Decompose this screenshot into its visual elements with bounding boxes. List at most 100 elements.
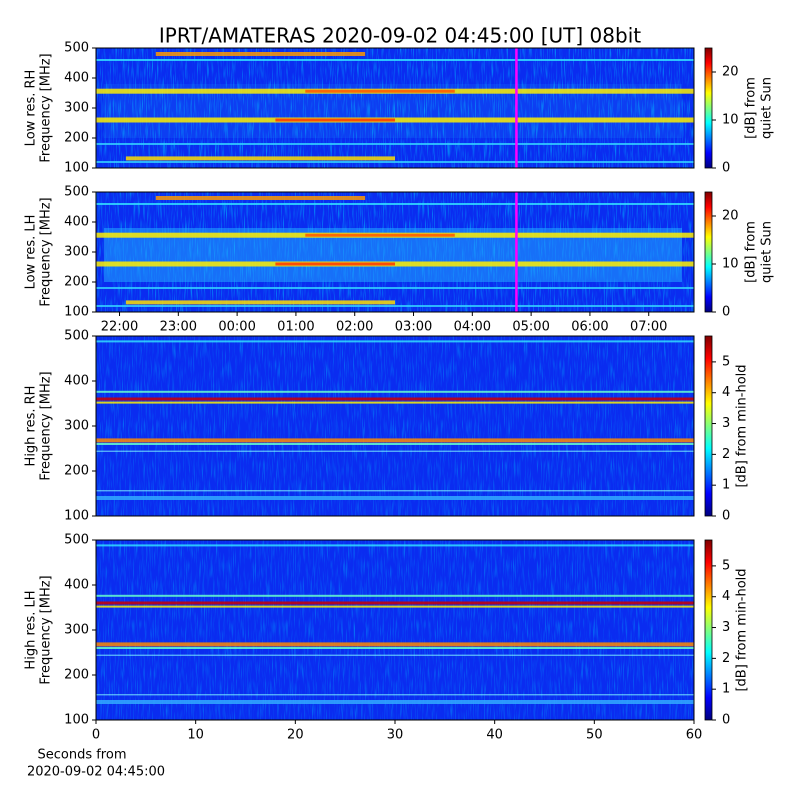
y-axis-label: Frequency [MHz] <box>39 371 54 480</box>
colorbar-tick-label: 3 <box>722 620 730 635</box>
heatmap-band <box>96 450 694 452</box>
y-axis-label: High res. RH <box>24 386 39 467</box>
y-tick-label: 100 <box>64 509 89 524</box>
colorbar-tick-label: 20 <box>722 209 739 224</box>
heatmap-band <box>96 401 694 404</box>
x-tick-label: 07:00 <box>630 320 667 335</box>
colorbar-tick-label: 1 <box>722 682 730 697</box>
y-tick-label: 400 <box>64 71 89 86</box>
heatmap-band <box>96 490 694 492</box>
colorbar-tick-label: 2 <box>722 651 730 666</box>
y-tick-label: 200 <box>64 275 89 290</box>
colorbar <box>704 539 713 721</box>
heatmap-band <box>96 694 694 696</box>
heatmap-band <box>96 642 694 647</box>
colorbar-tick-label: 10 <box>722 257 739 272</box>
heatmap-band <box>96 496 694 500</box>
colorbar <box>704 47 713 169</box>
x-tick-label: 23:00 <box>160 320 197 335</box>
colorbar-tick-label: 2 <box>722 447 730 462</box>
heatmap-band <box>96 438 694 443</box>
x-tick-label: 0 <box>92 728 100 743</box>
x-tick-label: 04:00 <box>454 320 491 335</box>
x-tick-label: 10 <box>187 728 204 743</box>
heatmap-texture <box>96 48 694 168</box>
y-axis-label: Frequency [MHz] <box>39 575 54 684</box>
colorbar-label: [dB] from min-hold <box>735 364 750 487</box>
x-tick-label: 02:00 <box>336 320 373 335</box>
heatmap-band <box>125 300 396 305</box>
y-tick-label: 400 <box>64 215 89 230</box>
heatmap-band <box>155 52 366 56</box>
heatmap-band <box>96 59 694 61</box>
x-tick-label: 30 <box>387 728 404 743</box>
y-tick-label: 400 <box>64 374 89 389</box>
y-tick-label: 500 <box>64 533 89 548</box>
colorbar-tick-label: 10 <box>722 113 739 128</box>
heatmap-band <box>96 605 694 608</box>
colorbar-tick-label: 3 <box>722 416 730 431</box>
heatmap-band <box>275 118 395 122</box>
heatmap-band <box>96 143 694 145</box>
heatmap-band <box>305 233 455 237</box>
colorbar-label: quiet Sun <box>760 77 775 139</box>
x-tick-label: 50 <box>586 728 603 743</box>
y-tick-label: 400 <box>64 578 89 593</box>
colorbar <box>704 335 713 517</box>
y-axis-label: Low res. RH <box>24 70 39 147</box>
colorbar-label: quiet Sun <box>760 221 775 283</box>
colorbar-tick-label: 0 <box>722 509 730 524</box>
y-axis-label: Frequency [MHz] <box>39 53 54 162</box>
y-tick-label: 500 <box>64 329 89 344</box>
colorbar-tick-label: 0 <box>722 161 730 176</box>
title: IPRT/AMATERAS 2020-09-02 04:45:00 [UT] 0… <box>159 24 641 48</box>
y-tick-label: 200 <box>64 131 89 146</box>
heatmap-texture <box>96 336 694 516</box>
heatmap-band <box>96 700 694 704</box>
heatmap-band <box>96 287 694 289</box>
y-axis-label: High res. LH <box>24 590 39 669</box>
colorbar-tick-label: 1 <box>722 478 730 493</box>
colorbar-tick-label: 0 <box>722 305 730 320</box>
y-tick-label: 300 <box>64 245 89 260</box>
y-tick-label: 500 <box>64 41 89 56</box>
y-tick-label: 300 <box>64 419 89 434</box>
x-axis-label: 2020-09-02 04:45:00 <box>27 765 165 780</box>
colorbar <box>704 191 713 313</box>
colorbar-tick-label: 4 <box>722 589 730 604</box>
x-tick-label: 05:00 <box>512 320 549 335</box>
heatmap-band <box>96 161 694 163</box>
y-tick-label: 100 <box>64 161 89 176</box>
colorbar-label: [dB] from <box>744 77 759 139</box>
colorbar-tick-label: 5 <box>722 558 730 573</box>
y-tick-label: 100 <box>64 713 89 728</box>
heatmap-texture <box>96 540 694 720</box>
heatmap-band <box>125 156 396 161</box>
y-tick-label: 300 <box>64 101 89 116</box>
y-axis-label: Low res. LH <box>24 215 39 290</box>
x-tick-label: 22:00 <box>101 320 138 335</box>
heatmap-band <box>96 390 694 393</box>
heatmap-band <box>96 647 694 649</box>
y-tick-label: 300 <box>64 623 89 638</box>
x-tick-label: 60 <box>686 728 703 743</box>
heatmap-band <box>96 601 694 605</box>
heatmap-band <box>155 196 366 200</box>
colorbar-tick-label: 5 <box>722 354 730 369</box>
x-tick-label: 01:00 <box>277 320 314 335</box>
heatmap-band <box>96 305 694 307</box>
heatmap-band <box>96 594 694 597</box>
y-tick-label: 100 <box>64 305 89 320</box>
heatmap-band <box>96 340 694 343</box>
x-tick-label: 20 <box>287 728 304 743</box>
y-axis-label: Frequency [MHz] <box>39 197 54 306</box>
colorbar-label: [dB] from min-hold <box>735 568 750 691</box>
heatmap-band <box>96 443 694 445</box>
y-tick-label: 200 <box>64 464 89 479</box>
x-tick-label: 03:00 <box>395 320 432 335</box>
colorbar-tick-label: 4 <box>722 385 730 400</box>
heatmap-band <box>275 262 395 266</box>
heatmap-band <box>96 544 694 547</box>
x-axis-label: Seconds from <box>37 748 126 763</box>
